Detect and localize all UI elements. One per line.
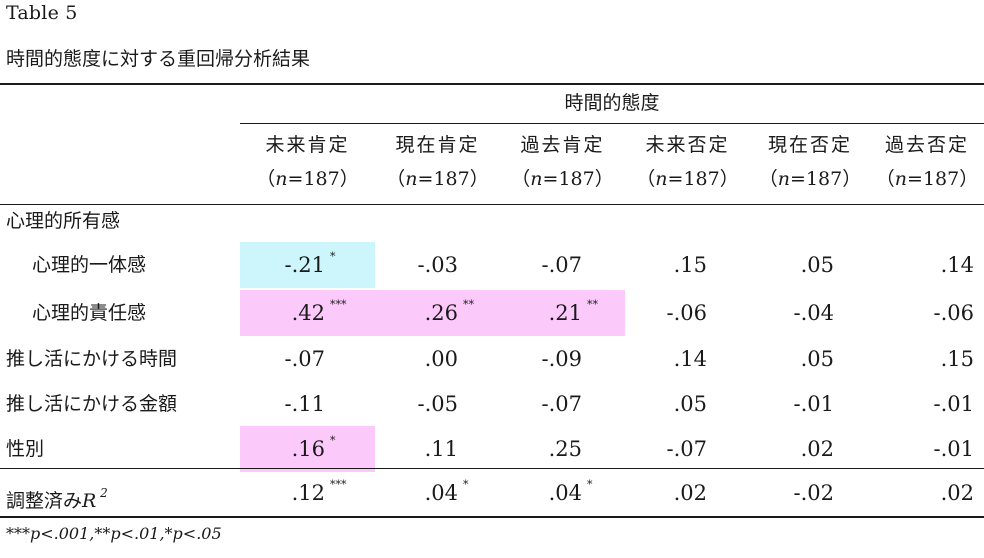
n-symbol: n [655, 168, 668, 190]
highlight-cell [375, 290, 500, 336]
cell-value: -.06 [933, 301, 975, 325]
significance-stars: * [330, 250, 336, 263]
cell-value: .15 [673, 253, 707, 277]
cell-value: .14 [673, 347, 707, 371]
column-sample-size: （n=187） [636, 168, 739, 190]
top-rule [0, 83, 984, 85]
column-sample-size: （n=187） [875, 168, 979, 190]
cell-value: .15 [940, 347, 974, 371]
highlight-cell [500, 290, 625, 336]
cell-value: .14 [940, 253, 974, 277]
column-name: 過去肯定 [520, 134, 605, 156]
group-rule [240, 123, 984, 124]
cell-value: .26 [424, 301, 458, 325]
cell-value: .05 [800, 347, 834, 371]
cell-value: -.05 [417, 392, 459, 416]
highlight-cell [240, 426, 375, 472]
cell-value: -.02 [793, 481, 835, 505]
cell-value: .02 [800, 437, 834, 461]
n-symbol: n [777, 168, 791, 190]
cell-value: .00 [424, 347, 458, 371]
significance-stars: ** [463, 298, 474, 311]
column-name: 未来否定 [645, 134, 730, 156]
column-name: 現在否定 [767, 134, 852, 156]
column-header: 未来肯定 （n=187） [240, 128, 375, 200]
cell-value: -.04 [793, 301, 835, 325]
table-title: 時間的態度に対する重回帰分析結果 [6, 48, 311, 70]
r-exponent: 2 [96, 486, 108, 500]
bottom-rule [0, 516, 984, 518]
r-symbol: R [82, 490, 97, 512]
cell-value: -.06 [666, 301, 708, 325]
highlight-cell [240, 242, 375, 288]
column-header: 未来否定 （n=187） [625, 128, 750, 200]
cell-value: .02 [940, 481, 974, 505]
cell-value: -.07 [284, 347, 326, 371]
significance-stars: * [330, 434, 336, 447]
significance-stars: *** [330, 478, 347, 491]
cell-value: -.09 [541, 347, 583, 371]
column-sample-size: （n=187） [511, 168, 614, 190]
column-name: 未来肯定 [265, 134, 350, 156]
row-label: 推し活にかける時間 [6, 348, 178, 370]
row-label: 推し活にかける金額 [6, 393, 178, 415]
header-rule [0, 204, 984, 205]
group-header: 時間的態度 [564, 92, 660, 114]
cell-value: -.21 [284, 253, 326, 277]
r2-rule [0, 468, 984, 469]
n-symbol: n [894, 168, 908, 190]
column-header: 過去肯定 （n=187） [500, 128, 625, 200]
r2-label: 調整済みR 2 [6, 486, 108, 512]
cell-value: .05 [800, 253, 834, 277]
section-label: 心理的所有感 [6, 210, 121, 232]
n-symbol: n [275, 168, 288, 190]
significance-stars: * [463, 478, 469, 491]
column-header: 現在肯定 （n=187） [375, 128, 500, 200]
cell-value: -.03 [417, 253, 459, 277]
table-number: Table 5 [6, 2, 78, 24]
cell-value: .12 [291, 481, 325, 505]
cell-value: .05 [673, 392, 707, 416]
highlight-cell [240, 290, 375, 336]
significance-stars: ** [587, 298, 598, 311]
cell-value: .21 [548, 301, 582, 325]
cell-value: .42 [291, 301, 325, 325]
significance-stars: *** [330, 298, 347, 311]
column-header: 過去否定 （n=187） [870, 128, 984, 200]
cell-value: .02 [673, 481, 707, 505]
cell-value: .04 [424, 481, 458, 505]
column-sample-size: （n=187） [256, 168, 359, 190]
column-name: 過去否定 [884, 134, 969, 156]
cell-value: -.07 [666, 437, 708, 461]
n-symbol: n [530, 168, 543, 190]
cell-value: -.11 [284, 392, 326, 416]
significance-stars: * [587, 478, 593, 491]
significance-footnote: ***p<.001,**p<.01,*p<.05 [6, 524, 222, 543]
column-name: 現在肯定 [395, 134, 480, 156]
cell-value: -.01 [933, 392, 975, 416]
cell-value: -.07 [541, 392, 583, 416]
cell-value: .16 [291, 437, 325, 461]
row-label: 心理的責任感 [32, 302, 147, 324]
cell-value: .04 [548, 481, 582, 505]
cell-value: -.01 [793, 392, 835, 416]
cell-value: .25 [548, 437, 582, 461]
row-label: 性別 [6, 438, 45, 460]
cell-value: .11 [424, 437, 458, 461]
row-label: 心理的一体感 [32, 254, 147, 276]
column-sample-size: （n=187） [758, 168, 862, 190]
cell-value: -.01 [933, 437, 975, 461]
column-header: 現在否定 （n=187） [750, 128, 870, 200]
n-symbol: n [405, 168, 418, 190]
cell-value: -.07 [541, 253, 583, 277]
column-sample-size: （n=187） [386, 168, 489, 190]
